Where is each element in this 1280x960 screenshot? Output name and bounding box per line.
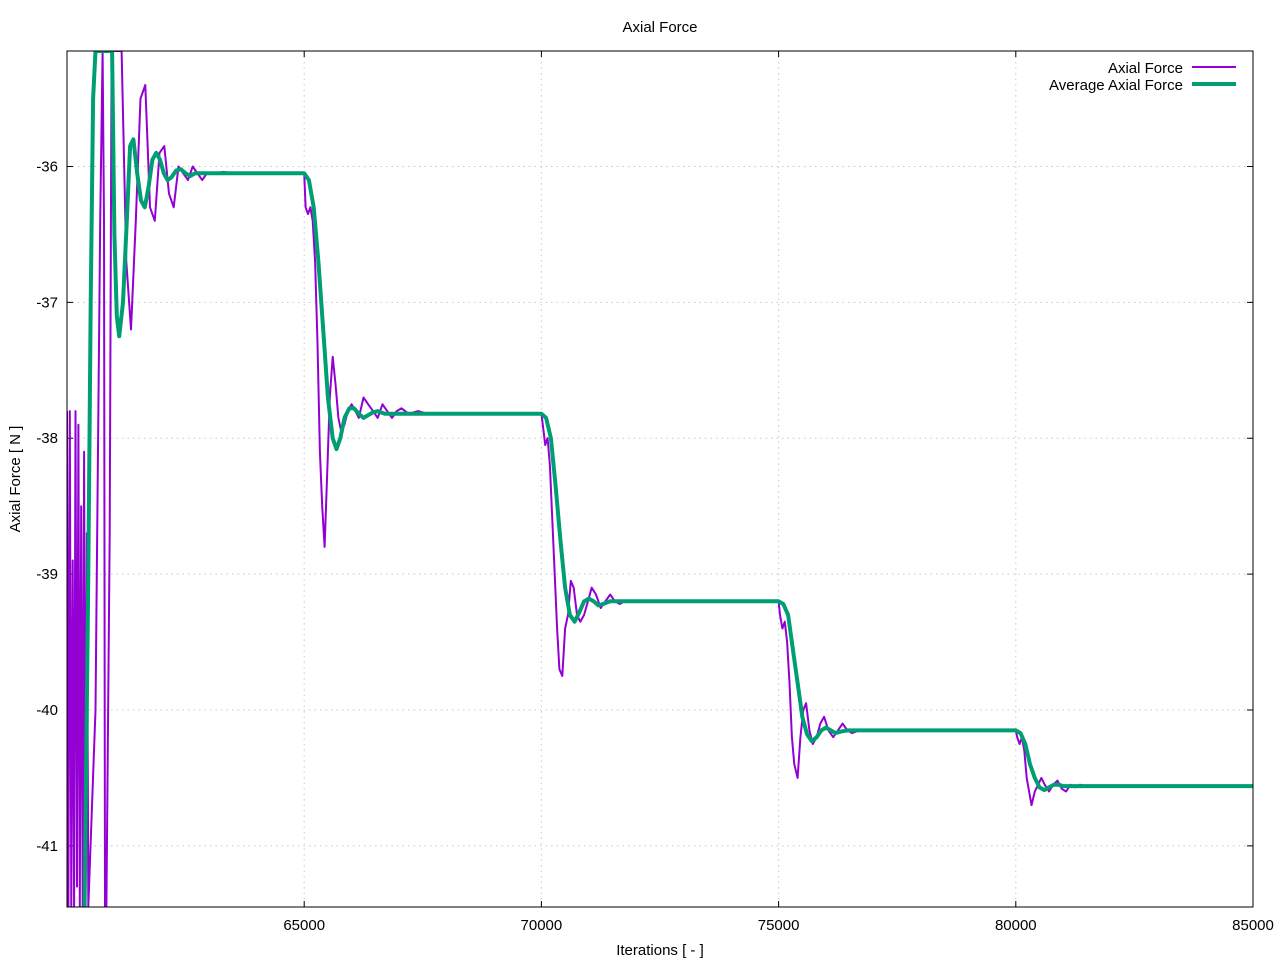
grid-lines xyxy=(67,51,1253,907)
x-tick-label: 75000 xyxy=(758,917,800,934)
x-tick-label: 65000 xyxy=(283,917,325,934)
x-axis-label: Iterations [ - ] xyxy=(616,942,704,959)
series-layer xyxy=(67,51,1253,907)
legend: Axial Force Average Axial Force xyxy=(1049,60,1236,94)
plot-frame xyxy=(66,50,1254,908)
y-tick-label: -36 xyxy=(36,158,58,175)
legend-label-axial-force: Axial Force xyxy=(1108,60,1183,77)
y-tick-label: -38 xyxy=(36,430,58,447)
y-tick-label: -40 xyxy=(36,702,58,719)
series-line-average-axial-force xyxy=(82,51,1253,907)
y-axis-label: Axial Force [ N ] xyxy=(7,426,24,533)
chart-title: Axial Force xyxy=(622,19,697,36)
y-tick-label: -41 xyxy=(36,838,58,855)
x-tick-label: 85000 xyxy=(1232,917,1274,934)
y-tick-label: -37 xyxy=(36,294,58,311)
y-tick-label: -39 xyxy=(36,566,58,583)
x-tick-label: 70000 xyxy=(521,917,563,934)
legend-label-average-axial-force: Average Axial Force xyxy=(1049,77,1183,94)
axis-ticks: 65000 70000 75000 80000 85000 -36 -37 -38 -39 -40… xyxy=(36,51,1274,934)
x-tick-label: 80000 xyxy=(995,917,1037,934)
series-line-axial-force xyxy=(67,51,1088,907)
